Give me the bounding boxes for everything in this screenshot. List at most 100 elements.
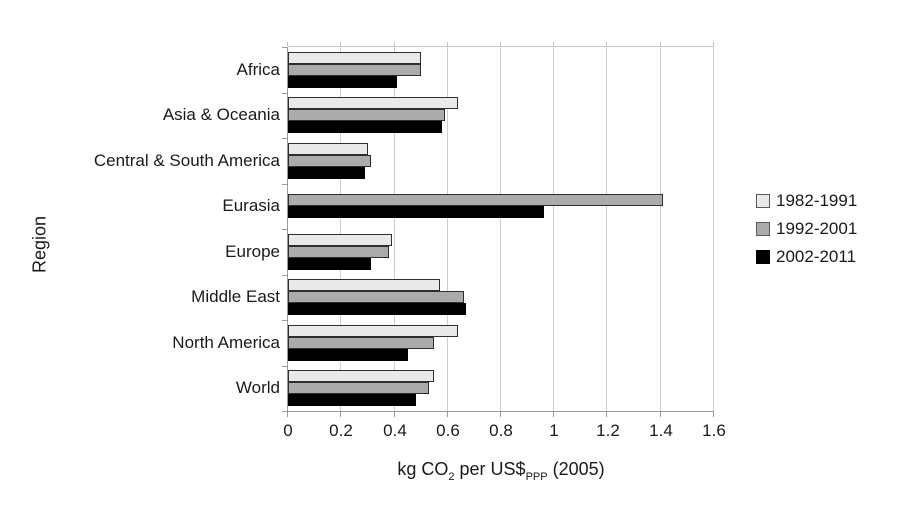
category-label: Eurasia bbox=[222, 196, 280, 215]
x-tick-label: 0.4 bbox=[383, 421, 407, 440]
legend-label: 1992-2001 bbox=[776, 219, 858, 238]
x-axis-top-tick bbox=[606, 42, 607, 46]
legend-entry-1982-1991: 1982-1991 bbox=[756, 191, 857, 211]
y-axis-tick bbox=[282, 275, 288, 276]
legend-entry-2002-2011: 2002-2011 bbox=[756, 247, 857, 267]
bar-2002-2011-eurasia bbox=[288, 206, 544, 219]
category-band bbox=[288, 93, 714, 139]
x-tick-label: 0.2 bbox=[329, 421, 353, 440]
category-band bbox=[288, 275, 714, 321]
bar-1982-1991-europe bbox=[288, 233, 392, 246]
x-axis-title-subscript-ppp: PPP bbox=[525, 471, 548, 483]
x-axis-title: kg CO2 per US$PPP (2005) bbox=[288, 459, 714, 483]
legend-label: 2002-2011 bbox=[776, 247, 857, 266]
x-axis-top-tick bbox=[500, 42, 501, 46]
bar-1992-2001-central-south-america bbox=[288, 154, 371, 167]
gridline bbox=[660, 47, 661, 411]
x-axis-top-tick bbox=[447, 42, 448, 46]
category-band bbox=[288, 366, 714, 412]
x-axis-top-tick bbox=[287, 42, 288, 46]
bar-1992-2001-eurasia bbox=[288, 194, 663, 207]
y-axis-tick bbox=[282, 47, 288, 48]
bar-2002-2011-middle-east bbox=[288, 303, 466, 316]
gridline bbox=[553, 47, 554, 411]
bar-1982-1991-middle-east bbox=[288, 279, 440, 292]
bar-2002-2011-asia-oceania bbox=[288, 121, 442, 134]
bar-1982-1991-north-america bbox=[288, 324, 458, 337]
x-axis-top-tick bbox=[340, 42, 341, 46]
x-axis-title-subscript-co2: 2 bbox=[448, 471, 455, 483]
x-axis-tick bbox=[340, 411, 341, 417]
x-axis-tick bbox=[606, 411, 607, 417]
y-axis-tick bbox=[282, 229, 288, 230]
category-label: Central & South America bbox=[93, 151, 280, 170]
x-axis-top-tick bbox=[713, 42, 714, 46]
plot-area bbox=[282, 42, 714, 417]
bar-2002-2011-africa bbox=[288, 75, 397, 88]
bar-2002-2011-central-south-america bbox=[288, 166, 365, 179]
x-axis-tick bbox=[660, 411, 661, 417]
x-axis-top-tick bbox=[553, 42, 554, 46]
y-axis-tick bbox=[282, 138, 288, 139]
gridline bbox=[340, 47, 341, 411]
x-axis-top-tick bbox=[660, 42, 661, 46]
category-band bbox=[288, 138, 714, 184]
category-label: North America bbox=[172, 333, 280, 352]
category-band bbox=[288, 47, 714, 93]
legend: 1982-1991 1992-2001 2002-2011 bbox=[756, 191, 857, 267]
legend-label: 1982-1991 bbox=[776, 191, 858, 210]
x-axis-tick bbox=[394, 411, 395, 417]
y-axis-tick bbox=[282, 320, 288, 321]
category-label: World bbox=[235, 378, 280, 397]
x-axis-title-text: per US$ bbox=[454, 459, 526, 479]
gridline bbox=[394, 47, 395, 411]
y-axis-tick bbox=[282, 184, 288, 185]
bar-1982-1991-world bbox=[288, 370, 434, 383]
x-axis-title-text: (2005) bbox=[547, 459, 605, 479]
x-axis-tick bbox=[287, 411, 288, 417]
bar-2002-2011-europe bbox=[288, 257, 371, 270]
x-axis-tick bbox=[553, 411, 554, 417]
legend-swatch-icon bbox=[756, 194, 770, 208]
category-label: Africa bbox=[236, 60, 280, 79]
bar-1992-2001-north-america bbox=[288, 336, 434, 349]
bar-1992-2001-africa bbox=[288, 63, 421, 76]
bar-1982-1991-central-south-america bbox=[288, 142, 368, 155]
bar-1992-2001-europe bbox=[288, 245, 389, 258]
bar-2002-2011-world bbox=[288, 394, 416, 407]
x-tick-label: 0.6 bbox=[436, 421, 460, 440]
x-axis-tick bbox=[447, 411, 448, 417]
y-axis-tick bbox=[282, 411, 288, 412]
category-band bbox=[288, 229, 714, 275]
bar-1992-2001-middle-east bbox=[288, 291, 464, 304]
gridline bbox=[500, 47, 501, 411]
bar-1982-1991-asia-oceania bbox=[288, 97, 458, 110]
category-label: Asia & Oceania bbox=[162, 105, 280, 124]
x-axis-top-tick bbox=[394, 42, 395, 46]
bar-2002-2011-north-america bbox=[288, 348, 408, 361]
legend-swatch-icon bbox=[756, 250, 770, 264]
x-axis-tick bbox=[500, 411, 501, 417]
category-band bbox=[288, 320, 714, 366]
category-band bbox=[288, 184, 714, 230]
gridline bbox=[447, 47, 448, 411]
legend-swatch-icon bbox=[756, 222, 770, 236]
bar-1992-2001-asia-oceania bbox=[288, 109, 445, 122]
x-tick-label: 0 bbox=[283, 421, 293, 440]
category-label: Europe bbox=[225, 242, 280, 261]
x-axis-tick bbox=[713, 411, 714, 417]
category-label: Middle East bbox=[191, 287, 280, 306]
y-axis-tick bbox=[282, 366, 288, 367]
x-tick-label: 0.8 bbox=[489, 421, 513, 440]
y-axis-tick bbox=[282, 93, 288, 94]
x-axis-title-text: kg CO bbox=[397, 459, 449, 479]
x-tick-label: 1.2 bbox=[596, 421, 620, 440]
bar-1982-1991-africa bbox=[288, 51, 421, 64]
x-tick-label: 1 bbox=[549, 421, 559, 440]
gridline bbox=[606, 47, 607, 411]
legend-entry-1992-2001: 1992-2001 bbox=[756, 219, 857, 239]
x-tick-label: 1.4 bbox=[649, 421, 673, 440]
x-tick-label: 1.6 bbox=[702, 421, 726, 440]
gridline bbox=[713, 47, 714, 411]
